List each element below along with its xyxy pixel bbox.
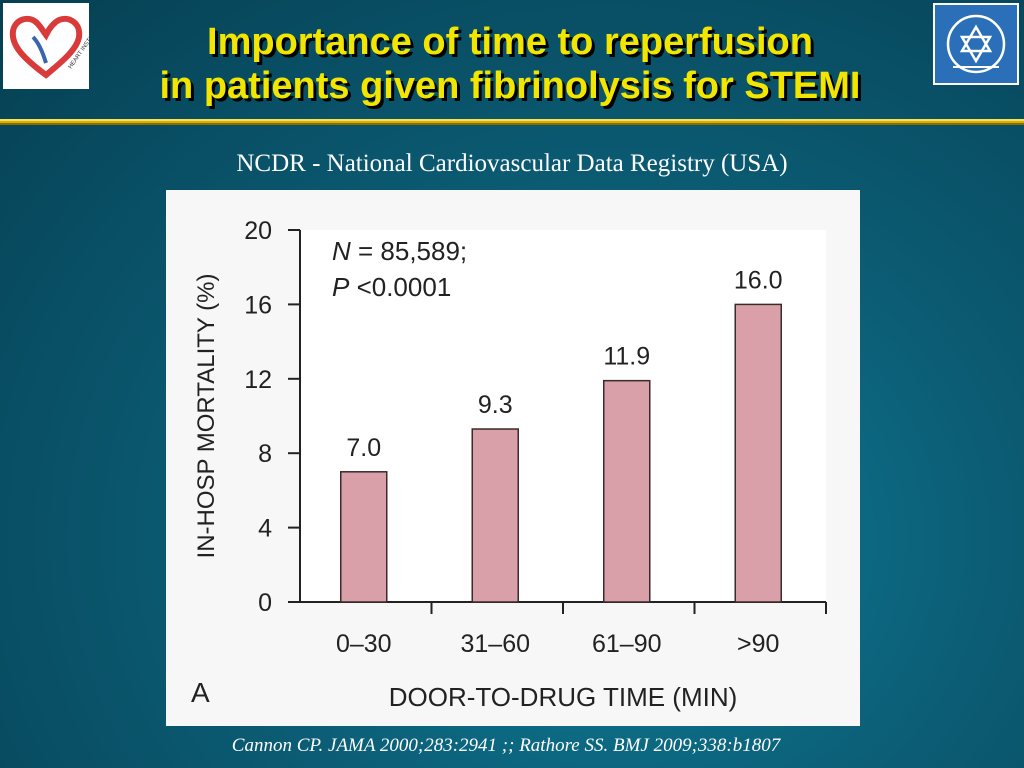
y-tick-label: 16 <box>244 291 272 319</box>
title-divider <box>0 119 1024 125</box>
slide-title: Importance of time to reperfusion in pat… <box>90 20 930 108</box>
x-axis-label: DOOR-TO-DRUG TIME (MIN) <box>389 682 738 712</box>
title-line-1: Importance of time to reperfusion <box>207 21 813 63</box>
annotation-p-text: <0.0001 <box>349 272 451 302</box>
y-tick-label: 12 <box>244 366 272 394</box>
heart-institute-logo: HEART INSTITUTE <box>3 3 103 89</box>
y-axis-label: IN-HOSP MORTALITY (%) <box>193 274 220 559</box>
citation: Cannon CP. JAMA 2000;283:2941 ;; Rathore… <box>231 735 781 756</box>
annotation-n: N = 85,589; <box>332 236 467 266</box>
annotation-n-var: N <box>332 236 351 266</box>
annotation-n-text: = 85,589; <box>351 236 467 266</box>
x-tick-label: >90 <box>737 630 779 658</box>
star-of-david-icon <box>946 14 1006 74</box>
y-tick-label: 8 <box>258 440 272 468</box>
title-line-2: in patients given fibrinolysis for STEMI <box>159 65 861 107</box>
x-tick-label: 61–90 <box>592 630 662 658</box>
panel-label: A <box>191 677 210 708</box>
x-tick-label: 31–60 <box>460 630 530 658</box>
y-tick-label: 20 <box>244 217 272 245</box>
y-tick-label: 0 <box>258 589 272 617</box>
bars-layer: 7.0 9.3 11.9 16.0 <box>340 266 783 603</box>
bar <box>734 303 782 603</box>
bar <box>340 471 388 603</box>
chart-panel: IN-HOSP MORTALITY (%) DOOR-TO-DRUG TIME … <box>166 190 860 726</box>
subtitle: NCDR - National Cardiovascular Data Regi… <box>236 150 788 177</box>
heart-icon: HEART INSTITUTE <box>9 15 103 79</box>
hospital-emblem-logo <box>933 3 1019 85</box>
annotation-p: P <0.0001 <box>332 272 451 302</box>
x-tick-label: 0–30 <box>336 630 392 658</box>
bar-chart: IN-HOSP MORTALITY (%) DOOR-TO-DRUG TIME … <box>166 190 860 726</box>
bar-value-label: 7.0 <box>346 434 381 462</box>
bar-value-label: 16.0 <box>734 266 783 294</box>
annotation-p-var: P <box>332 272 350 302</box>
y-tick-label: 4 <box>258 515 272 543</box>
bar <box>603 379 651 603</box>
bar-value-label: 11.9 <box>603 343 650 371</box>
axes-layer: 0 4 8 12 16 20 0–30 31–60 61–90 >90 <box>244 217 827 658</box>
bar-value-label: 9.3 <box>478 391 513 419</box>
bar <box>471 428 519 603</box>
